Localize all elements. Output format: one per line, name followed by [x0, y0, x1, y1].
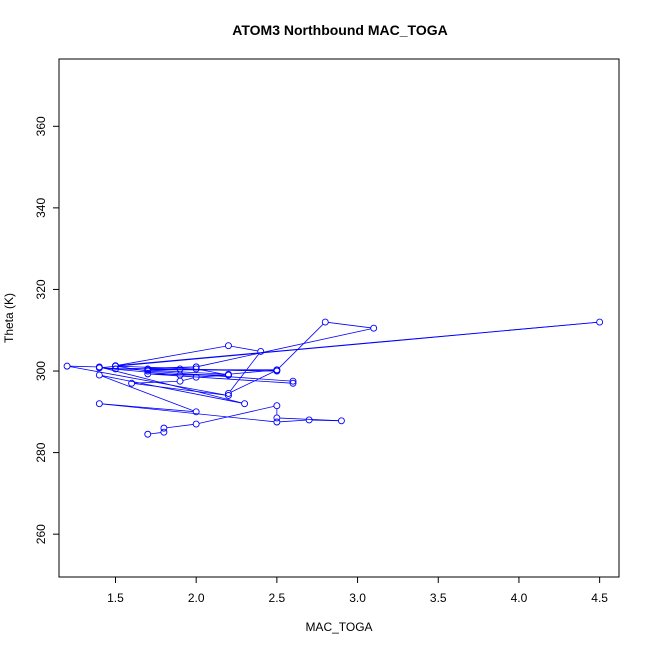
series-segment	[166, 424, 194, 429]
series-segment	[102, 375, 194, 412]
series-segment	[118, 321, 597, 366]
data-point	[112, 362, 119, 370]
y-tick-label: 300	[34, 361, 48, 381]
series-line	[69, 321, 597, 435]
series-segment	[328, 322, 371, 329]
series-segment	[229, 353, 260, 392]
data-point	[192, 420, 200, 428]
series-segment	[134, 380, 178, 384]
x-tick-label: 2.0	[188, 591, 205, 605]
x-tick-label: 4.0	[511, 591, 528, 605]
series-points	[63, 318, 604, 438]
data-point	[176, 377, 184, 385]
series-segment	[278, 323, 324, 369]
data-point	[160, 428, 168, 436]
series-segment	[102, 403, 274, 423]
series-segment	[231, 345, 258, 352]
data-point	[144, 366, 152, 374]
y-tick-label: 320	[34, 279, 48, 299]
x-tick-label: 3.0	[349, 591, 366, 605]
data-point	[225, 392, 232, 399]
series-segment	[134, 383, 226, 396]
data-point	[289, 377, 297, 385]
series-segment	[118, 365, 194, 370]
series-segment	[231, 369, 274, 375]
y-axis-label: Theta (K)	[2, 293, 16, 343]
plot-frame	[58, 58, 620, 578]
data-point	[192, 365, 200, 373]
series-segment	[230, 371, 275, 393]
series-segment	[102, 367, 226, 375]
data-point	[160, 424, 168, 432]
x-axis-label: MAC_TOGA	[305, 620, 372, 634]
series-segment	[279, 419, 307, 423]
y-tick-label: 340	[34, 198, 48, 218]
data-point	[273, 402, 281, 410]
data-point	[225, 370, 232, 378]
x-tick-label: 1.5	[107, 591, 124, 605]
series-segment	[118, 345, 226, 366]
series-segment	[182, 377, 194, 381]
data-point	[289, 379, 297, 387]
data-point	[112, 365, 119, 373]
x-tick-label: 3.5	[430, 591, 447, 605]
data-point	[192, 408, 200, 416]
y-tick-label: 260	[34, 524, 48, 544]
data-point	[95, 371, 103, 379]
series-segment	[150, 370, 291, 382]
data-point	[95, 400, 103, 408]
data-point	[144, 370, 152, 378]
series-segment	[70, 365, 97, 368]
series-segment	[199, 374, 226, 378]
series-segment	[150, 373, 291, 384]
data-point	[321, 318, 329, 326]
data-point	[192, 363, 200, 371]
chart-title: ATOM3 Northbound MAC_TOGA	[232, 22, 447, 38]
y-tick-label: 360	[34, 116, 48, 136]
data-point	[305, 416, 313, 424]
series-segment	[102, 375, 242, 404]
series-segment	[102, 403, 194, 412]
series-segment	[199, 405, 275, 424]
data-point	[192, 373, 200, 381]
x-tick-label: 2.5	[269, 591, 286, 605]
data-point	[273, 366, 281, 374]
data-point	[273, 418, 281, 426]
x-axis: 1.5 2.0 2.5 3.0 3.5 4.0 4.5	[107, 577, 608, 605]
data-point	[63, 362, 71, 370]
data-point	[370, 324, 378, 332]
data-point	[225, 390, 232, 397]
data-point	[225, 342, 232, 350]
x-tick-label: 4.5	[591, 591, 608, 605]
y-axis: 260 280 300 320 340 360	[34, 116, 59, 544]
series-segment	[150, 366, 194, 370]
series-segment	[150, 432, 161, 435]
data-point	[257, 347, 265, 355]
data-point	[596, 318, 604, 326]
data-point	[337, 417, 345, 425]
data-point	[273, 414, 281, 422]
series-segment	[199, 328, 371, 367]
data-point	[144, 430, 152, 438]
data-point	[176, 365, 184, 373]
data-point	[241, 400, 249, 408]
y-tick-label: 280	[34, 442, 48, 462]
series-segment	[69, 366, 226, 396]
series-segment	[312, 419, 339, 422]
data-point	[128, 379, 136, 387]
data-point	[95, 364, 103, 372]
